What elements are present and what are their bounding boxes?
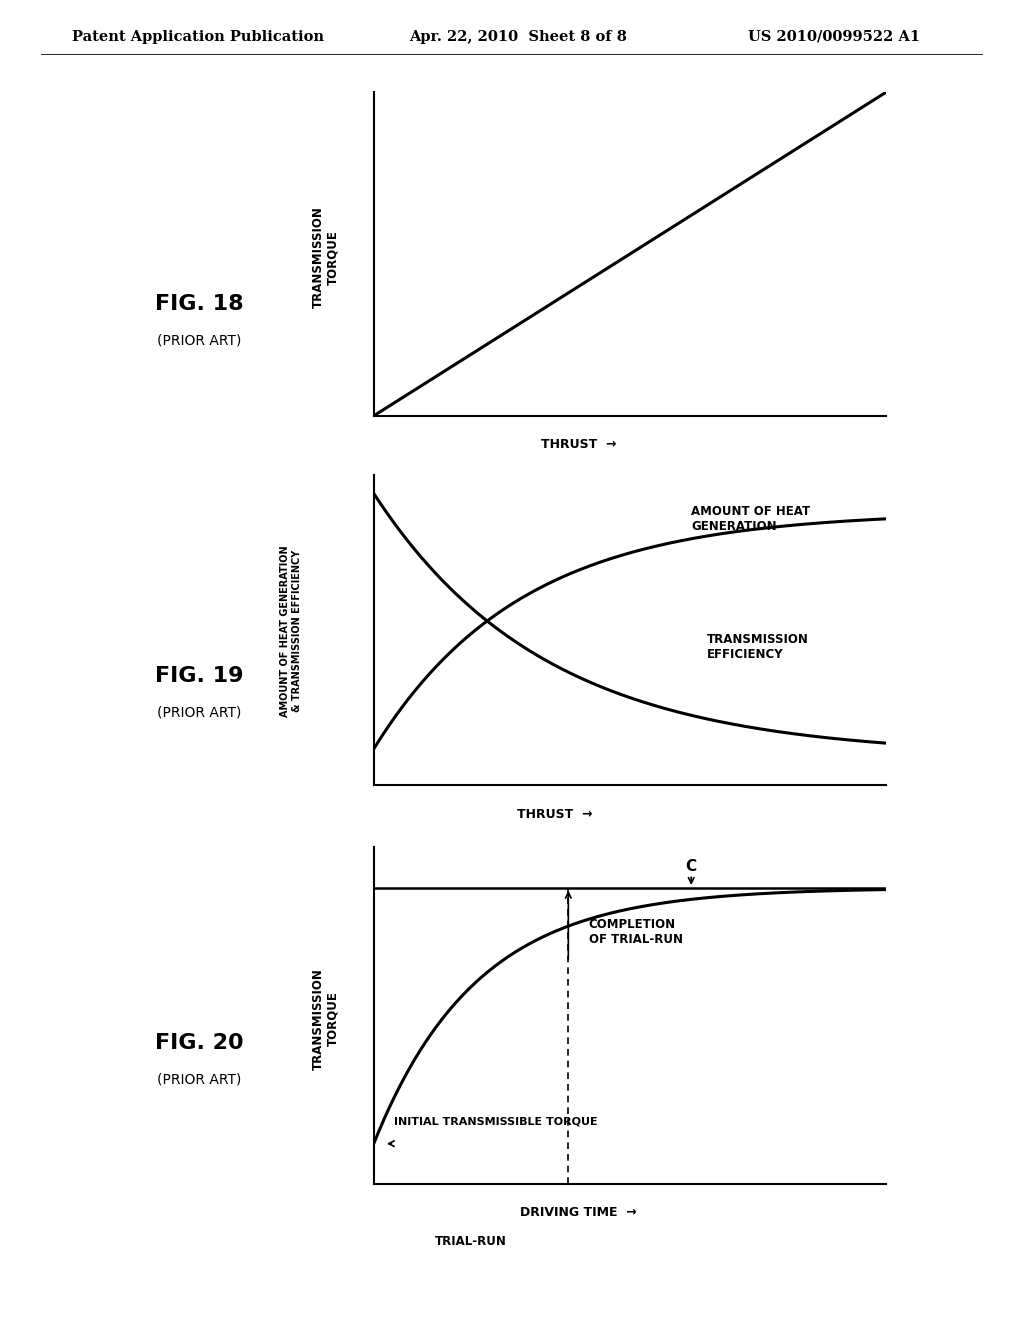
Text: THRUST  →: THRUST →: [517, 808, 593, 821]
Text: INITIAL TRANSMISSIBLE TORQUE: INITIAL TRANSMISSIBLE TORQUE: [394, 1117, 598, 1127]
Text: (PRIOR ART): (PRIOR ART): [158, 706, 242, 719]
Text: DRIVING TIME  →: DRIVING TIME →: [520, 1206, 637, 1220]
Text: FIG. 19: FIG. 19: [156, 665, 244, 686]
Text: TRIAL-RUN: TRIAL-RUN: [435, 1234, 507, 1247]
Text: Patent Application Publication: Patent Application Publication: [72, 30, 324, 44]
Text: TRANSMISSION
TORQUE: TRANSMISSION TORQUE: [311, 206, 340, 309]
Text: FIG. 18: FIG. 18: [156, 293, 244, 314]
Text: FIG. 20: FIG. 20: [156, 1032, 244, 1053]
Text: TRANSMISSION
EFFICIENCY: TRANSMISSION EFFICIENCY: [707, 632, 808, 661]
Text: THRUST  →: THRUST →: [541, 438, 616, 451]
Text: (PRIOR ART): (PRIOR ART): [158, 1073, 242, 1086]
Text: (PRIOR ART): (PRIOR ART): [158, 334, 242, 347]
Text: US 2010/0099522 A1: US 2010/0099522 A1: [748, 30, 920, 44]
Text: AMOUNT OF HEAT
GENERATION: AMOUNT OF HEAT GENERATION: [691, 506, 810, 533]
Text: TRANSMISSION
TORQUE: TRANSMISSION TORQUE: [311, 968, 340, 1071]
Text: COMPLETION
OF TRIAL-RUN: COMPLETION OF TRIAL-RUN: [589, 917, 683, 945]
Text: AMOUNT OF HEAT GENERATION
& TRANSMISSION EFFICIENCY: AMOUNT OF HEAT GENERATION & TRANSMISSION…: [280, 545, 302, 717]
Text: C: C: [686, 859, 696, 874]
Text: Apr. 22, 2010  Sheet 8 of 8: Apr. 22, 2010 Sheet 8 of 8: [410, 30, 628, 44]
